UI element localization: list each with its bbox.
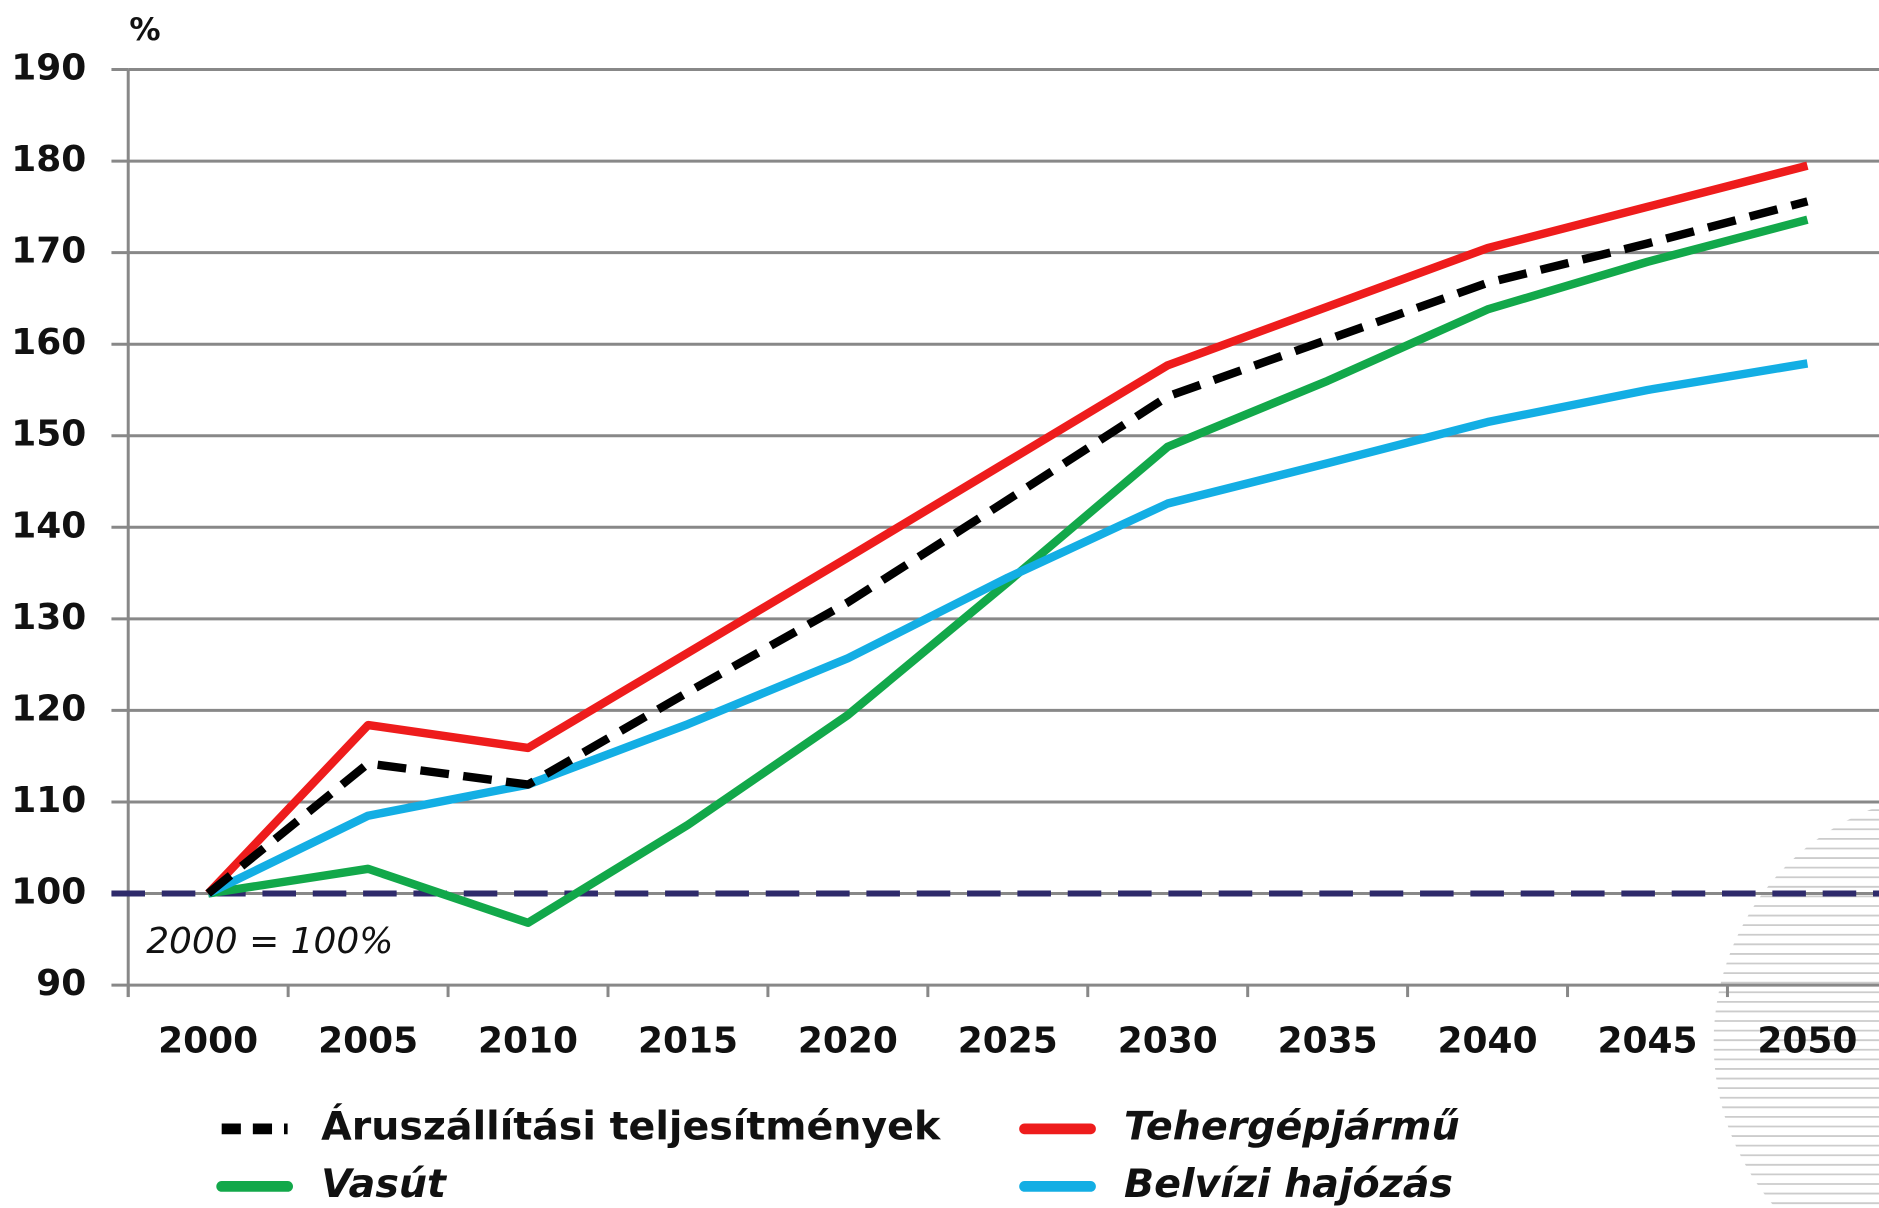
y-tick-label: 110 (11, 780, 86, 821)
y-tick-label: 90 (36, 963, 86, 1004)
x-tick-label: 2050 (1757, 1021, 1857, 1062)
y-tick-label: 170 (11, 231, 86, 272)
y-tick-label: 100 (11, 872, 86, 913)
legend-label: Tehergépjármű (1124, 1103, 1460, 1149)
x-tick-label: 2015 (638, 1021, 738, 1062)
y-tick-label: 140 (11, 505, 86, 546)
x-tick-label: 2020 (798, 1021, 898, 1062)
unit-label: % (129, 12, 160, 48)
y-tick-label: 130 (11, 597, 86, 638)
x-tick-label: 2005 (318, 1021, 418, 1062)
y-tick-label: 190 (11, 48, 86, 89)
y-tick-label: 120 (11, 688, 86, 729)
x-tick-label: 2040 (1438, 1021, 1538, 1062)
x-tick-label: 2000 (158, 1021, 258, 1062)
series-line (205, 161, 1809, 897)
x-tick-label: 2010 (478, 1021, 578, 1062)
legend-label: Belvízi hajózás (1124, 1161, 1453, 1207)
annotation: 2000 = 100% (146, 921, 393, 962)
series-line (207, 215, 1809, 928)
legend-label: Áruszállítási teljesítmények (321, 1102, 942, 1149)
y-tick-label: 160 (11, 322, 86, 363)
y-tick-label: 180 (11, 139, 86, 180)
x-tick-label: 2025 (958, 1021, 1058, 1062)
legend-label: Vasút (321, 1161, 448, 1207)
x-tick-label: 2030 (1118, 1021, 1218, 1062)
series-line (206, 359, 1809, 898)
x-tick-label: 2035 (1278, 1021, 1378, 1062)
x-tick-label: 2045 (1597, 1021, 1697, 1062)
series-line (205, 197, 1809, 897)
y-tick-label: 150 (11, 414, 86, 455)
